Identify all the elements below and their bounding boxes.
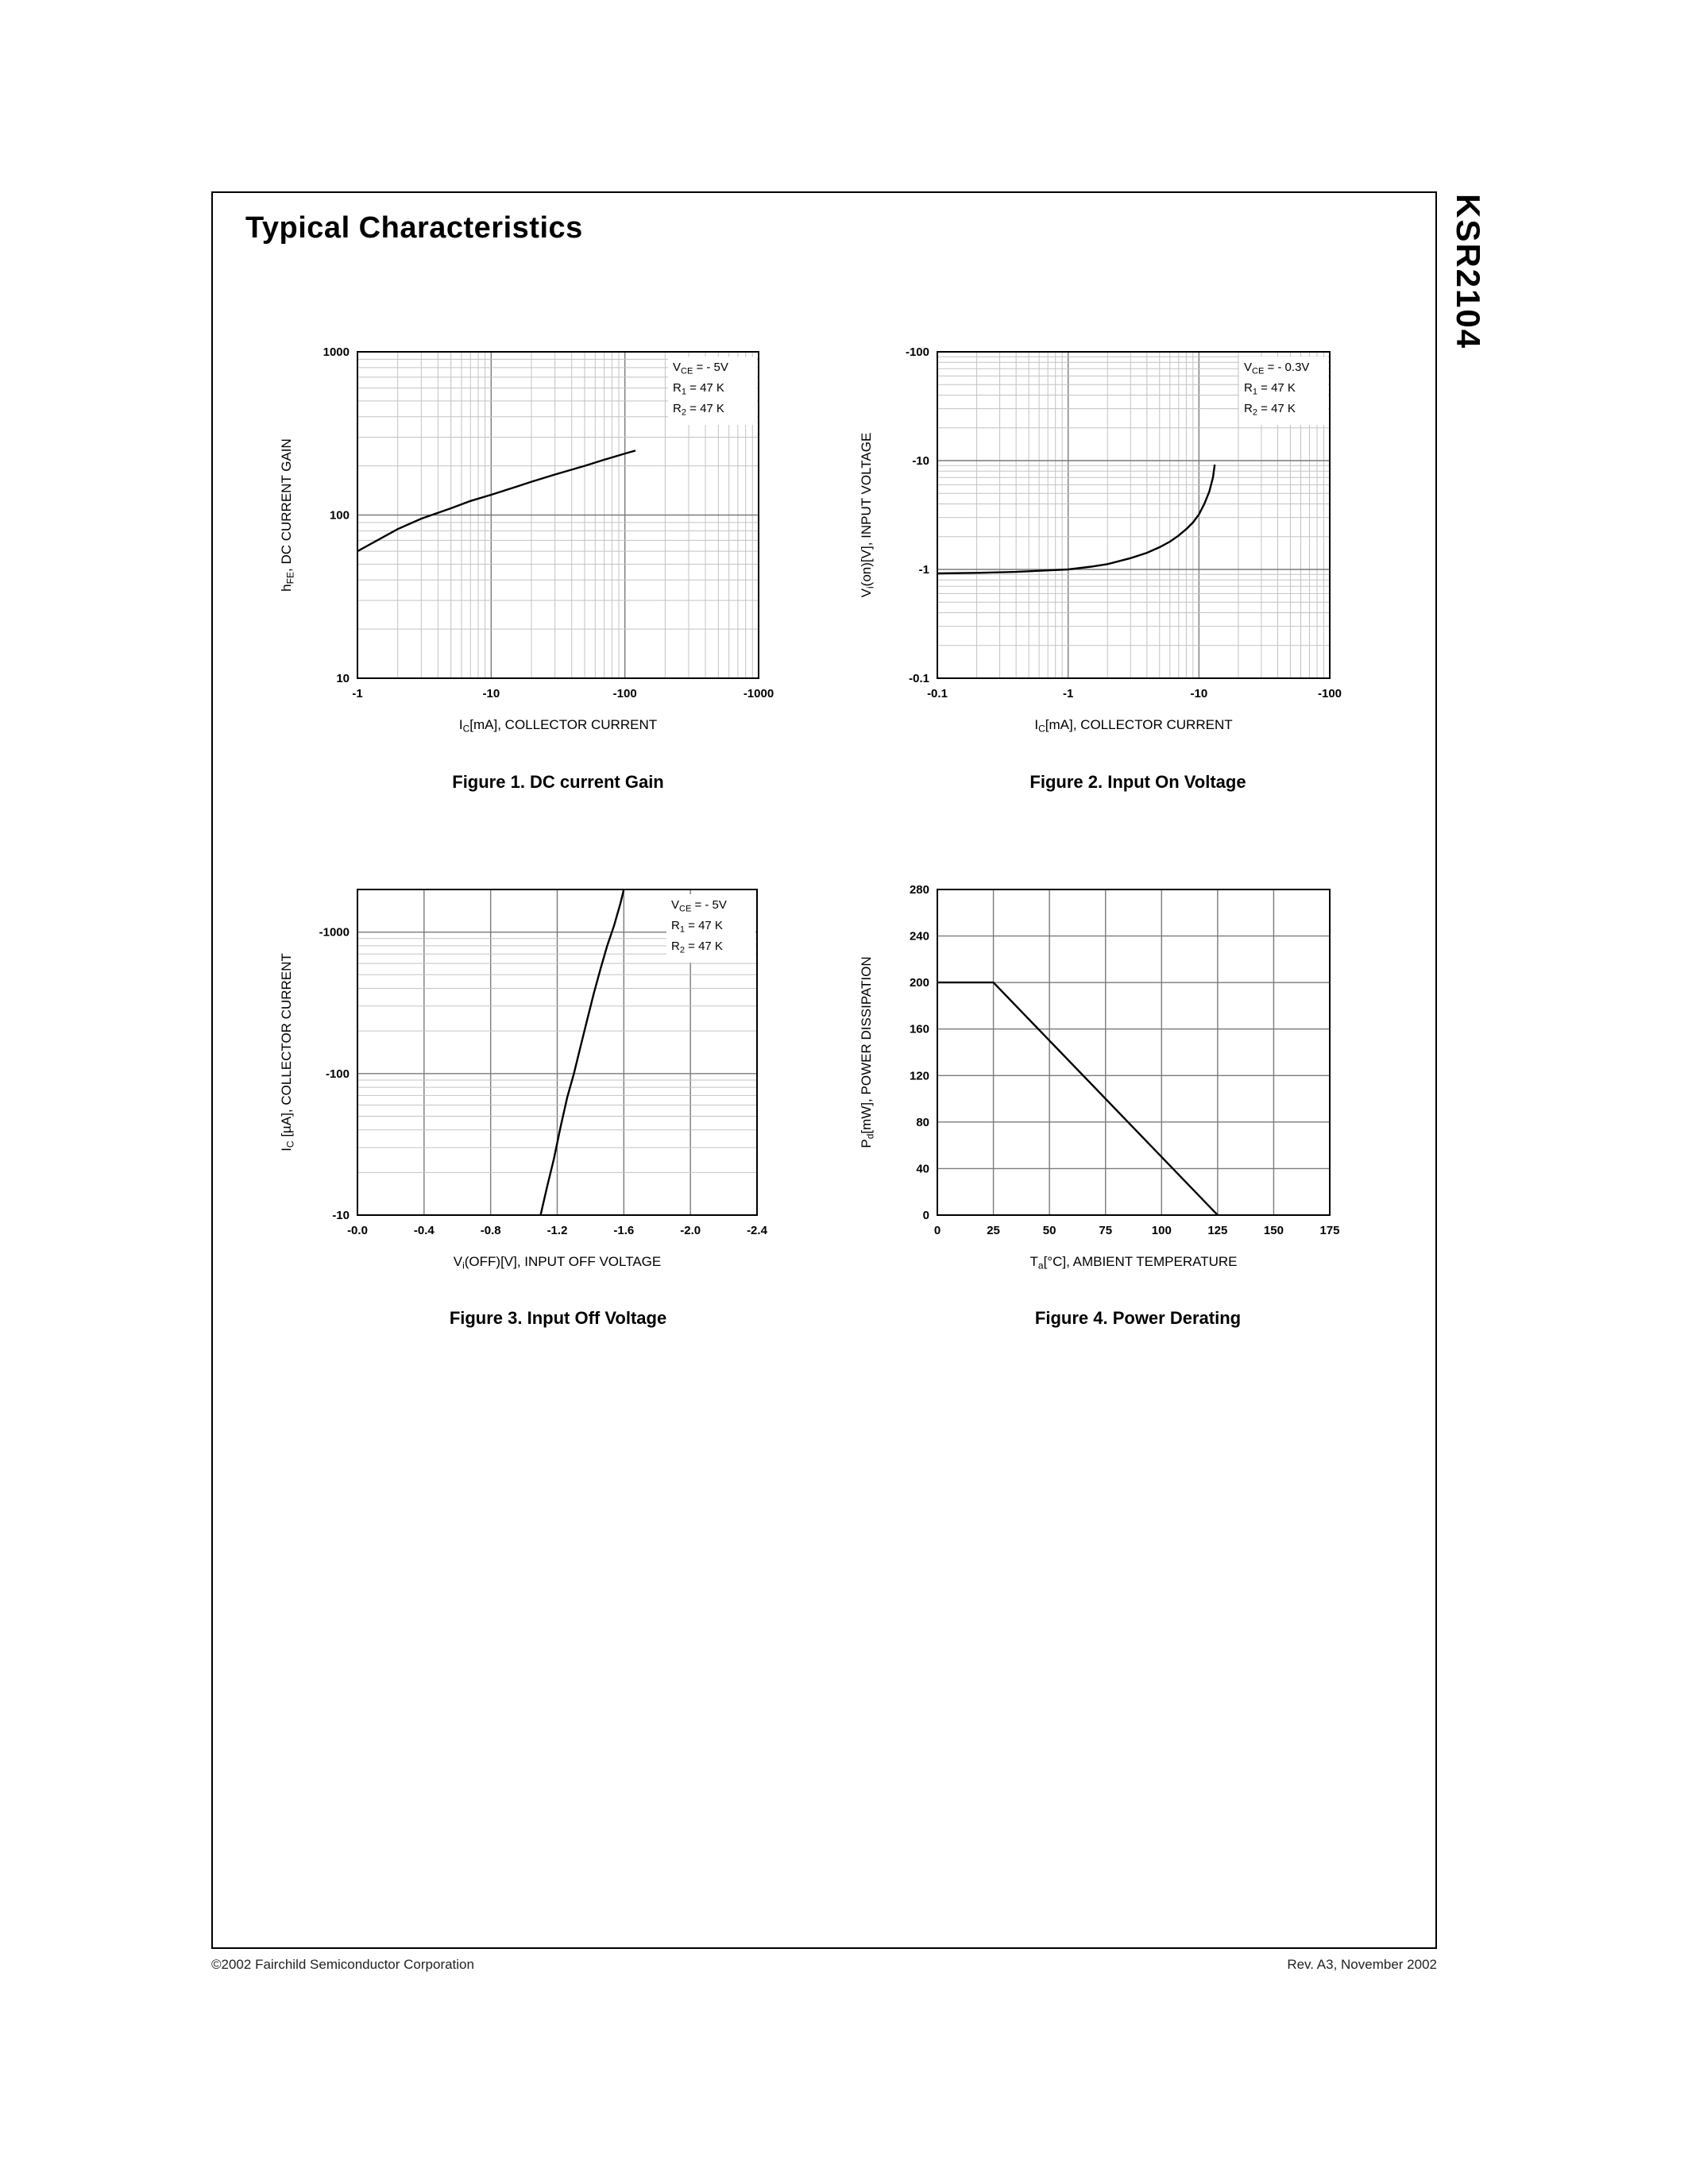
x-tick-label: -10 bbox=[482, 687, 500, 700]
y-tick-label: -0.1 bbox=[909, 672, 929, 685]
figure-2: VCE = - 0.3V R1 = 47 K R2 = 47 K -0.1 -1 -10 -… bbox=[818, 334, 1374, 826]
condition-line: R2 = 47 K bbox=[673, 402, 724, 417]
y-tick-label: -100 bbox=[906, 345, 929, 359]
y-axis-title: IC [µA], COLLECTOR CURRENT bbox=[279, 953, 296, 1152]
condition-line: R1 = 47 K bbox=[1244, 381, 1296, 396]
y-tick-label: 240 bbox=[910, 930, 929, 943]
figure-4: 0 25 50 75 100 125 150 175 0 40 80 120 160 200 240 280 T… bbox=[818, 870, 1374, 1362]
condition-line: R2 = 47 K bbox=[1244, 402, 1296, 417]
condition-line: R1 = 47 K bbox=[673, 381, 724, 396]
y-tick-label: 100 bbox=[330, 509, 350, 523]
conditions-box bbox=[1239, 357, 1328, 425]
footer-revision: Rev. A3, November 2002 bbox=[1287, 1957, 1437, 1972]
y-tick-label: -100 bbox=[326, 1067, 350, 1081]
plot-border bbox=[937, 351, 1331, 679]
figure-4-caption: Figure 4. Power Derating bbox=[1034, 1308, 1242, 1328]
y-tick-label: 1000 bbox=[323, 345, 350, 359]
x-tick-label: -0.8 bbox=[481, 1224, 501, 1237]
grid-lines bbox=[937, 889, 1330, 1215]
x-tick-label: 100 bbox=[1152, 1224, 1172, 1237]
x-tick-label: -10 bbox=[1190, 687, 1207, 700]
conditions-box bbox=[668, 357, 757, 425]
conditions-box bbox=[666, 894, 755, 963]
y-tick-label: -1 bbox=[919, 563, 929, 577]
y-tick-label: 160 bbox=[910, 1023, 929, 1036]
footer-copyright: ©2002 Fairchild Semiconductor Corporatio… bbox=[211, 1957, 474, 1972]
y-tick-label: -10 bbox=[332, 1209, 350, 1222]
x-tick-label: -1000 bbox=[744, 687, 774, 700]
y-axis-title: hFE, DC CURRENT GAIN bbox=[279, 438, 296, 592]
y-tick-label: 40 bbox=[916, 1162, 929, 1175]
figure-2-chart: VCE = - 0.3V R1 = 47 K R2 = 47 K -0.1 -1 -10 -… bbox=[859, 345, 1342, 735]
plot-border bbox=[937, 889, 1331, 1216]
x-tick-label: -1 bbox=[1063, 687, 1073, 700]
plot-border bbox=[357, 889, 758, 1216]
figure-4-chart: 0 25 50 75 100 125 150 175 0 40 80 120 160 200 240 280 T… bbox=[859, 883, 1340, 1271]
y-tick-label: 10 bbox=[336, 672, 350, 685]
y-axis-title: Pd[mW], POWER DISSIPATION bbox=[859, 956, 876, 1148]
part-number-label: KSR2104 bbox=[1450, 194, 1487, 350]
figure-3: VCE = - 5V R1 = 47 K R2 = 47 K -0.0 -0.4 -0.8… bbox=[238, 870, 794, 1362]
x-tick-label: 25 bbox=[987, 1224, 1000, 1237]
page-title: Typical Characteristics bbox=[245, 211, 583, 245]
x-tick-label: -1.2 bbox=[547, 1224, 568, 1237]
chart-curve bbox=[357, 450, 636, 553]
x-axis-title: Ta[°C], AMBIENT TEMPERATURE bbox=[1030, 1254, 1238, 1271]
x-tick-label: 0 bbox=[934, 1224, 941, 1237]
y-tick-label: 0 bbox=[923, 1209, 929, 1222]
x-tick-label: -1 bbox=[352, 687, 362, 700]
x-tick-label: -0.4 bbox=[414, 1224, 435, 1237]
x-tick-label: -0.1 bbox=[927, 687, 948, 700]
x-axis-title: IC[mA], COLLECTOR CURRENT bbox=[459, 717, 657, 735]
figure-3-caption: Figure 3. Input Off Voltage bbox=[449, 1308, 667, 1328]
chart-curve bbox=[937, 981, 1219, 1215]
chart-curve bbox=[937, 464, 1216, 575]
figure-3-chart: VCE = - 5V R1 = 47 K R2 = 47 K -0.0 -0.4 -0.8… bbox=[279, 889, 768, 1271]
y-tick-label: -10 bbox=[912, 454, 929, 468]
x-tick-label: -100 bbox=[1318, 687, 1342, 700]
figure-1-caption: Figure 1. DC current Gain bbox=[452, 772, 664, 792]
condition-line: VCE = - 5V bbox=[673, 361, 728, 376]
x-tick-label: 150 bbox=[1264, 1224, 1284, 1237]
x-axis-title: Vi(OFF)[V], INPUT OFF VOLTAGE bbox=[454, 1254, 661, 1271]
y-tick-label: 80 bbox=[916, 1116, 929, 1129]
x-tick-label: -0.0 bbox=[347, 1224, 368, 1237]
y-tick-label: 280 bbox=[910, 883, 929, 897]
figure-1: VCE = - 5V R1 = 47 K R2 = 47 K -1 -10 -100 -10… bbox=[238, 334, 794, 826]
figure-1-chart: VCE = - 5V R1 = 47 K R2 = 47 K -1 -10 -100 -10… bbox=[279, 345, 774, 735]
x-tick-label: 50 bbox=[1043, 1224, 1056, 1237]
y-tick-label: -1000 bbox=[319, 926, 350, 940]
plot-border bbox=[357, 351, 759, 679]
x-tick-label: 125 bbox=[1207, 1224, 1227, 1237]
x-tick-label: 175 bbox=[1319, 1224, 1339, 1237]
page-border bbox=[211, 191, 1437, 1949]
y-tick-label: 120 bbox=[910, 1069, 929, 1082]
x-tick-label: -2.4 bbox=[747, 1224, 768, 1237]
figure-2-caption: Figure 2. Input On Voltage bbox=[1029, 772, 1246, 792]
x-tick-label: 75 bbox=[1099, 1224, 1112, 1237]
x-tick-label: -100 bbox=[613, 687, 637, 700]
x-tick-label: -1.6 bbox=[613, 1224, 634, 1237]
x-axis-title: IC[mA], COLLECTOR CURRENT bbox=[1034, 717, 1232, 735]
condition-line: VCE = - 5V bbox=[671, 898, 727, 913]
grid-lines bbox=[357, 889, 757, 1215]
condition-line: R2 = 47 K bbox=[671, 940, 723, 955]
x-tick-label: -2.0 bbox=[680, 1224, 701, 1237]
chart-curve bbox=[539, 889, 625, 1215]
y-tick-label: 200 bbox=[910, 976, 929, 990]
y-axis-title: Vi(on)[V], INPUT VOLTAGE bbox=[859, 433, 876, 598]
condition-line: R1 = 47 K bbox=[671, 919, 723, 934]
condition-line: VCE = - 0.3V bbox=[1244, 361, 1309, 376]
